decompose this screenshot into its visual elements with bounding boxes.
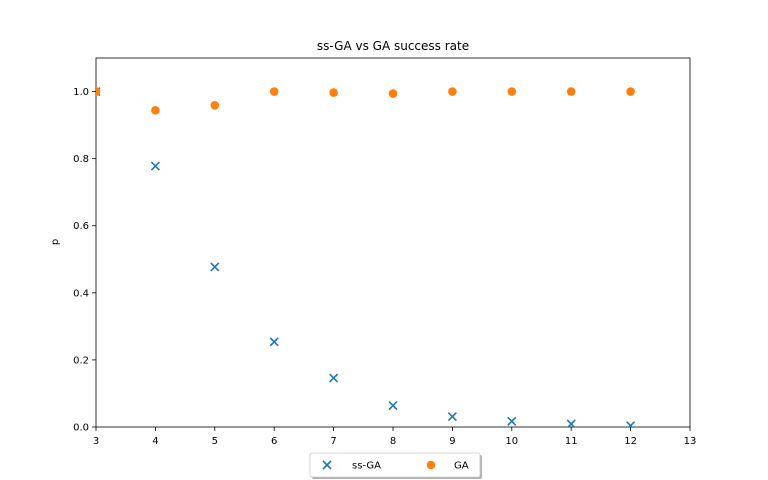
x-tick-label: 12 bbox=[624, 436, 637, 447]
y-tick-label: 0.2 bbox=[73, 355, 89, 366]
data-points bbox=[96, 86, 636, 427]
x-tick-label: 11 bbox=[565, 436, 578, 447]
ss-ga-point bbox=[626, 421, 636, 427]
y-tick-label: 0.0 bbox=[73, 423, 89, 434]
ss-ga-point bbox=[150, 161, 160, 171]
ss-ga-point bbox=[388, 400, 398, 411]
ga-point bbox=[210, 100, 220, 110]
ss-ga-point bbox=[269, 337, 279, 347]
ga-point bbox=[269, 87, 279, 96]
y-axis-label: p bbox=[50, 239, 61, 245]
legend: ss-GA GA bbox=[309, 452, 482, 479]
x-tick-label: 10 bbox=[505, 436, 518, 447]
legend-label-ga: GA bbox=[454, 461, 469, 472]
ga-point bbox=[388, 89, 398, 98]
ga-point bbox=[329, 88, 338, 97]
legend-label-ss-ga: ss-GA bbox=[352, 461, 381, 472]
legend-box bbox=[309, 452, 481, 478]
y-tick-label: 0.8 bbox=[73, 154, 89, 165]
y-tick-label: 0.4 bbox=[73, 288, 89, 299]
ga-point bbox=[151, 106, 160, 115]
x-tick-label: 7 bbox=[330, 436, 336, 447]
ga-point bbox=[448, 87, 457, 96]
x-tick-label: 6 bbox=[271, 436, 277, 447]
ga-point bbox=[626, 87, 635, 96]
x-tick-label: 9 bbox=[449, 436, 455, 447]
x-tick-label: 13 bbox=[684, 436, 697, 447]
ss-ga-point bbox=[447, 412, 457, 422]
ga-point bbox=[507, 87, 517, 96]
ss-ga-point bbox=[329, 373, 339, 383]
y-tick-label: 0.6 bbox=[73, 221, 89, 232]
legend-marker-ga bbox=[426, 460, 436, 470]
ss-ga-point bbox=[566, 419, 576, 427]
x-tick-label: 3 bbox=[93, 436, 99, 447]
x-tick-label: 4 bbox=[152, 436, 158, 447]
x-tick-label: 8 bbox=[390, 436, 396, 447]
y-tick-label: 1.0 bbox=[73, 87, 89, 98]
x-tick-label: 5 bbox=[212, 436, 218, 447]
ss-ga-point bbox=[507, 416, 517, 426]
plot-frame bbox=[95, 57, 691, 428]
chart-title: ss-GA vs GA success rate bbox=[317, 39, 469, 53]
ga-point bbox=[566, 87, 576, 96]
ga-point bbox=[96, 87, 101, 96]
ss-ga-point bbox=[210, 262, 220, 272]
plot-area: 3 4 5 6 7 8 9 10 11 12 13 0.0 0.2 0.4 0.6 0.8 1.0 bbox=[73, 57, 697, 447]
legend-marker-ss-ga bbox=[322, 460, 332, 470]
